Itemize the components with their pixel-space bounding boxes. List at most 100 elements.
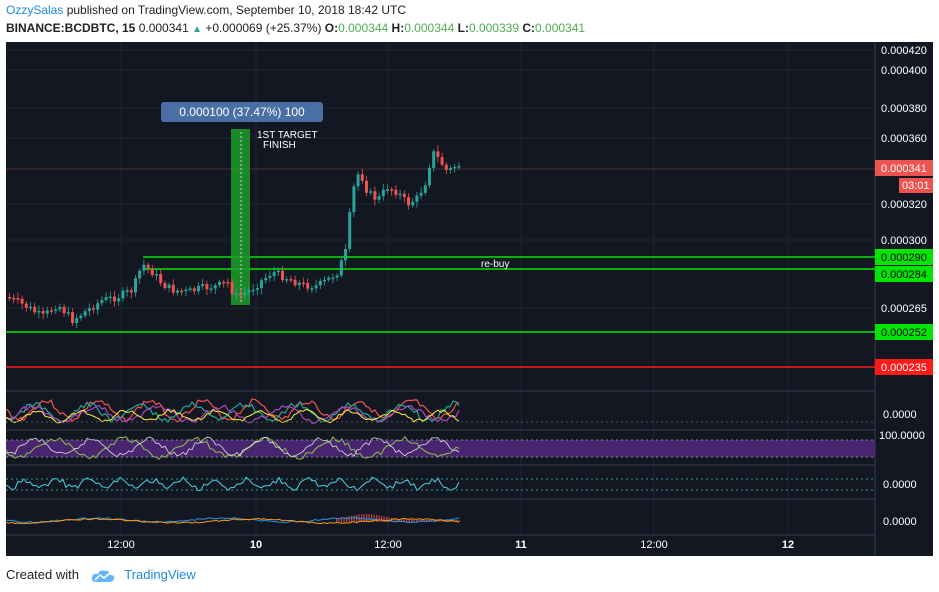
price-axis-label: 0.000320 (881, 199, 927, 211)
candle-body (285, 279, 289, 281)
candle-body (243, 292, 247, 295)
candle-body (428, 167, 431, 186)
time-axis-label: 12:00 (640, 539, 668, 551)
candle-body (163, 283, 167, 289)
candle-body (188, 288, 192, 290)
candle-body (423, 185, 427, 193)
candle-body (432, 151, 436, 168)
current-price-badge: 0.000341 (881, 163, 927, 175)
candle-body (373, 191, 377, 200)
candle-body (268, 276, 272, 278)
author-link[interactable]: OzzySalas (6, 3, 64, 17)
candle-body (117, 298, 121, 302)
candle-body (239, 293, 242, 296)
price-axis-label: 0.000265 (881, 303, 927, 315)
candle-body (331, 277, 335, 280)
candle-body (453, 166, 457, 169)
symbol-name: BINANCE:BCDBTC, 15 (6, 21, 136, 35)
candle-body (335, 275, 339, 278)
price-axis-label: 0.000360 (881, 133, 927, 145)
publish-info: OzzySalas published on TradingView.com, … (6, 3, 406, 17)
candle-body (407, 197, 410, 206)
level-badge-252: 0.000252 (881, 327, 927, 339)
candle-body (213, 285, 217, 289)
candle-body (314, 285, 318, 289)
price-axis-label: 0.000400 (881, 65, 927, 77)
candle-body (344, 249, 347, 261)
candle-body (293, 279, 297, 286)
indicator-pane-3 (6, 476, 875, 492)
candle-body (289, 279, 293, 281)
measure-tool[interactable]: 0.000100 (37.47%) 100 (161, 102, 323, 305)
candle-body (71, 312, 74, 324)
candle-body (16, 298, 20, 300)
price-change: +0.000069 (+25.37%) (205, 21, 322, 35)
ind2-axis-label: 100.0000 (879, 430, 925, 442)
target-text-line2: FINISH (263, 140, 296, 151)
ind3-axis-label: 0.0000 (883, 479, 917, 491)
candle-body (150, 268, 154, 276)
candle-body (167, 284, 171, 289)
level-lines (6, 168, 875, 368)
time-axis-label: 10 (250, 539, 262, 551)
time-axis[interactable]: 12:00 10 12:00 11 12:00 12 (107, 539, 794, 551)
low-label: L: (457, 21, 469, 35)
candle-body (251, 289, 255, 292)
candle-body (365, 180, 368, 193)
candle-body (449, 168, 452, 170)
indicator-pane-2 (6, 435, 875, 460)
candle-body (310, 288, 314, 290)
candle-body (218, 281, 221, 286)
high-value: 0.000344 (404, 21, 455, 35)
close-value: 0.000341 (535, 21, 586, 35)
chart-canvas[interactable]: 0.000100 (37.47%) 100 1ST TARGET FINISH … (6, 42, 933, 556)
candle-body (348, 212, 352, 250)
candle-body (108, 296, 112, 299)
candle-body (45, 310, 49, 314)
candle-body (327, 277, 331, 280)
candle-body (24, 303, 28, 308)
measure-label-box (161, 102, 323, 122)
candle-body (121, 290, 125, 299)
ind1-axis-label: 0.0000 (883, 409, 917, 421)
candle-body (281, 270, 284, 280)
candle-body (234, 293, 238, 296)
candle-body (142, 264, 146, 271)
candle-body (297, 282, 301, 286)
candle-body (272, 272, 276, 277)
candle-body (87, 308, 91, 312)
candle-body (83, 311, 87, 316)
measure-box (231, 129, 250, 305)
candle-body (96, 303, 100, 310)
high-label: H: (391, 21, 405, 35)
candle-body (226, 281, 230, 284)
candle-body (113, 296, 116, 302)
candle-body (436, 151, 440, 157)
candle-body (138, 270, 142, 279)
candle-body (62, 306, 66, 314)
price-axis[interactable]: 0.000420 0.000400 0.000380 0.000360 0.000320… (881, 45, 927, 315)
pane-separators (6, 42, 876, 556)
candle-body (394, 189, 398, 195)
candle-body (205, 284, 209, 290)
indicator-pane-1 (6, 398, 875, 424)
level-badge-290: 0.000290 (881, 252, 927, 264)
candle-body (180, 290, 184, 293)
candle-body (360, 174, 364, 181)
candle-body (155, 274, 158, 276)
candle-body (323, 279, 326, 282)
tradingview-brand-link[interactable]: TradingView (124, 567, 196, 582)
candle-body (41, 311, 45, 314)
candle-body (201, 284, 205, 286)
candle-body (255, 288, 259, 290)
candle-body (222, 281, 226, 284)
open-value: 0.000344 (338, 21, 389, 35)
candlesticks (8, 145, 461, 329)
open-label: O: (324, 21, 339, 35)
candle-body (20, 298, 24, 304)
candle-body (29, 306, 32, 309)
candle-body (66, 312, 70, 314)
close-label: C: (522, 21, 536, 35)
price-axis-label: 0.000300 (881, 235, 927, 247)
candle-body (381, 189, 385, 197)
